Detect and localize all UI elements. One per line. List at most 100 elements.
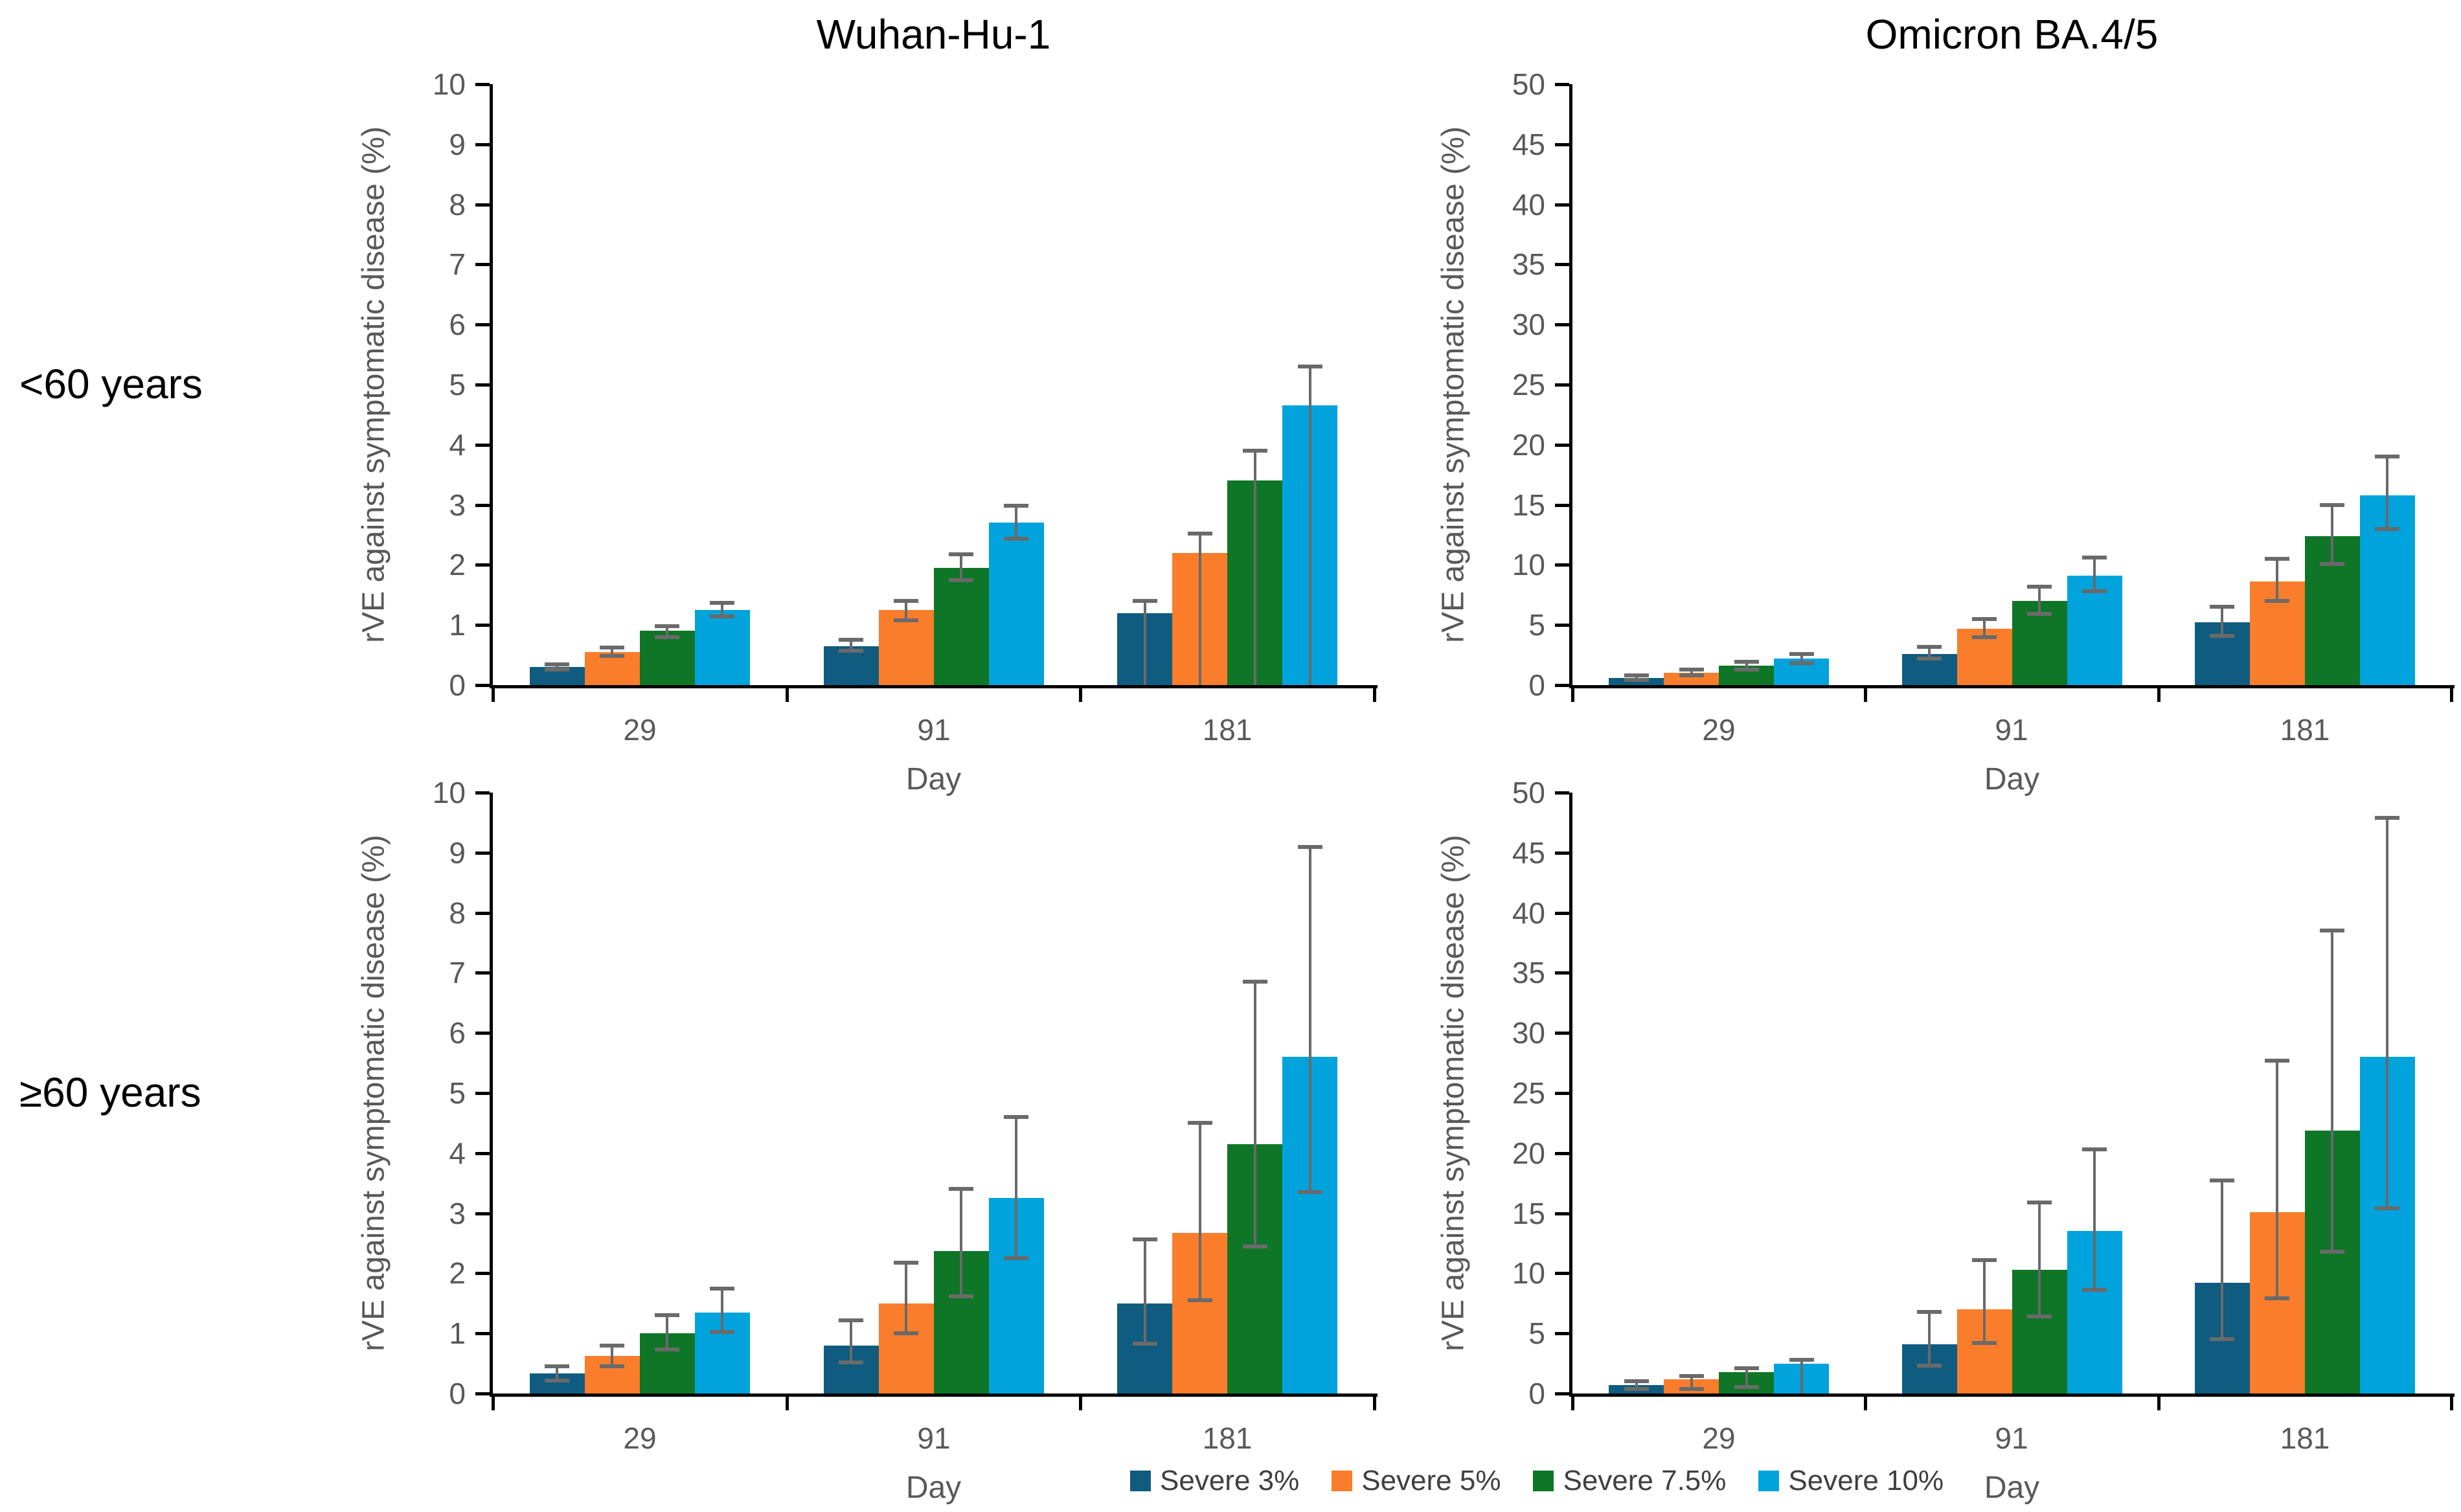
y-tick-label: 8	[449, 188, 466, 221]
error-bar-cap-top	[1004, 504, 1028, 508]
y-tick-label: 30	[1512, 308, 1545, 341]
y-tick-label: 8	[449, 896, 466, 930]
error-bar-line	[2093, 558, 2096, 591]
error-bar-line	[2093, 1149, 2096, 1290]
error-bar-line	[666, 626, 668, 637]
y-tick-label: 25	[1512, 368, 1545, 401]
error-bar-cap-top	[1789, 1358, 1814, 1362]
y-tick-label: 0	[1528, 668, 1545, 702]
legend-item-severe-10: Severe 10%	[1758, 1465, 1944, 1497]
error-bar-cap-bottom	[2375, 527, 2399, 531]
x-tick	[1864, 1397, 1867, 1410]
y-tick-label: 3	[449, 488, 466, 522]
error-bar-line	[905, 601, 907, 620]
y-tick-label: 10	[432, 67, 466, 101]
error-bar-line	[2386, 457, 2388, 529]
x-tick	[1373, 688, 1376, 702]
y-tick-label: 45	[1512, 128, 1545, 161]
error-bar-line	[1144, 1239, 1146, 1344]
error-bar-line	[2038, 587, 2041, 614]
error-bar-cap-bottom	[2320, 1250, 2344, 1254]
legend-label-severe-5: Severe 5%	[1361, 1465, 1501, 1496]
x-tick-label: 181	[2280, 1421, 2330, 1455]
error-bar-cap-top	[545, 662, 569, 666]
y-tick-label: 4	[449, 428, 466, 462]
y-tick-label: 15	[1512, 488, 1545, 522]
error-bar-line	[2331, 505, 2333, 564]
legend-swatch-severe-5	[1332, 1471, 1353, 1491]
y-tick-label: 10	[1512, 548, 1545, 581]
y-tick	[475, 83, 490, 86]
y-tick	[475, 684, 490, 687]
error-bar-line	[1015, 506, 1017, 539]
y-tick	[475, 504, 490, 507]
y-tick-label: 5	[1528, 608, 1545, 642]
y-tick	[1555, 684, 1569, 687]
error-bar-cap-bottom	[1004, 537, 1028, 541]
y-axis-title: rVE against symptomatic disease (%)	[1434, 793, 1473, 1394]
error-bar-cap-top	[710, 1287, 734, 1291]
legend: Severe 3% Severe 5% Severe 7.5% Severe 1…	[1130, 1465, 1944, 1497]
x-axis-line	[1569, 685, 2455, 688]
y-axis-title-text: rVE against symptomatic disease (%)	[356, 126, 391, 643]
row-label-under-60: <60 years	[19, 361, 203, 407]
y-tick-label: 2	[449, 548, 466, 581]
y-tick	[1555, 563, 1569, 567]
error-bar-cap-bottom	[894, 1331, 918, 1335]
error-bar-cap-top	[1133, 1237, 1157, 1241]
error-bar-cap-top	[545, 1364, 569, 1368]
error-bar-cap-top	[1624, 1379, 1649, 1383]
y-tick	[1555, 1152, 1569, 1155]
y-axis-title-text: rVE against symptomatic disease (%)	[1436, 126, 1471, 643]
y-tick-label: 35	[1512, 956, 1545, 989]
error-bar-cap-bottom	[1917, 1364, 1942, 1368]
error-bar-cap-top	[655, 1313, 679, 1317]
y-tick	[475, 203, 490, 207]
y-tick-label: 35	[1512, 247, 1545, 281]
y-tick-label: 7	[449, 956, 466, 989]
bar	[879, 610, 934, 685]
y-tick	[475, 1092, 490, 1095]
x-tick	[1571, 1397, 1574, 1410]
error-bar-line	[2276, 1061, 2278, 1298]
y-tick-label: 5	[1528, 1316, 1545, 1350]
error-bar-cap-bottom	[839, 649, 863, 653]
y-tick-label: 0	[449, 1377, 466, 1410]
error-bar-cap-top	[1972, 617, 1997, 621]
y-tick	[475, 143, 490, 146]
error-bar-cap-top	[2082, 1147, 2107, 1151]
y-tick-label: 50	[1512, 67, 1545, 101]
x-tick	[2450, 688, 2453, 702]
error-bar-cap-top	[2027, 585, 2052, 589]
error-bar-cap-top	[2375, 455, 2399, 458]
y-tick	[475, 444, 490, 447]
y-tick	[475, 971, 490, 975]
y-tick	[1555, 971, 1569, 975]
y-axis-title-text: rVE against symptomatic disease (%)	[1436, 835, 1471, 1351]
y-axis-title: rVE against symptomatic disease (%)	[354, 84, 393, 685]
y-tick	[1555, 203, 1569, 207]
x-tick-label: 29	[623, 713, 657, 747]
x-axis-title: Day	[905, 1471, 962, 1505]
error-bar-cap-top	[2027, 1201, 2052, 1204]
y-tick	[475, 1272, 490, 1275]
error-bar-line	[1635, 675, 1638, 680]
legend-label-severe-7-5: Severe 7.5%	[1563, 1465, 1727, 1496]
y-tick-label: 0	[1528, 1377, 1545, 1410]
error-bar-line	[1015, 1117, 1017, 1258]
legend-item-severe-7-5: Severe 7.5%	[1533, 1465, 1726, 1497]
error-bar-line	[2038, 1202, 2041, 1316]
error-bar-cap-top	[1679, 1374, 1704, 1378]
error-bar-cap-bottom	[1243, 1245, 1267, 1248]
error-bar-cap-top	[2265, 557, 2289, 561]
legend-label-severe-3: Severe 3%	[1160, 1465, 1300, 1496]
bar	[2067, 576, 2122, 685]
error-bar-cap-bottom	[1133, 1342, 1157, 1346]
error-bar-cap-top	[2265, 1059, 2289, 1063]
y-tick-label: 10	[432, 776, 466, 809]
x-tick	[786, 1397, 789, 1410]
error-bar-line	[556, 664, 558, 670]
x-axis-title: Day	[1984, 1471, 2040, 1505]
x-tick	[1864, 688, 1867, 702]
x-axis-title: Day	[905, 762, 962, 796]
